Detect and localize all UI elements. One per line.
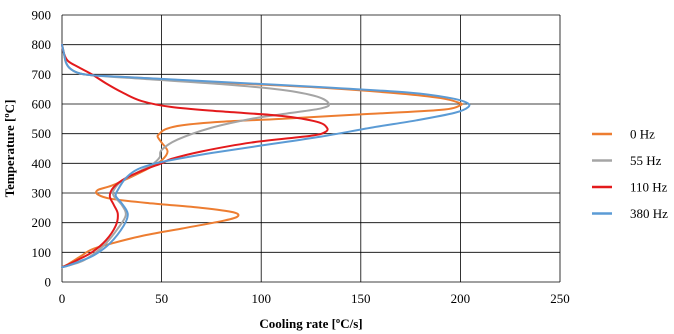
legend-label-55-hz: 55 Hz bbox=[630, 153, 662, 168]
legend-label-110-hz: 110 Hz bbox=[630, 180, 668, 195]
y-axis-title: Temperature [ºC] bbox=[2, 100, 17, 198]
x-tick-label: 0 bbox=[59, 291, 66, 306]
legend: 0 Hz 55 Hz 110 Hz 380 Hz bbox=[592, 127, 668, 221]
y-tick-label: 700 bbox=[32, 67, 52, 82]
y-tick-label: 200 bbox=[32, 215, 52, 230]
series-line-110-hz bbox=[61, 43, 329, 269]
legend-label-380-hz: 380 Hz bbox=[630, 206, 668, 221]
y-tick-label: 100 bbox=[32, 245, 52, 260]
series-lines bbox=[61, 43, 471, 269]
x-tick-label: 250 bbox=[550, 291, 570, 306]
y-tick-label: 600 bbox=[32, 97, 52, 112]
x-tick-label: 100 bbox=[251, 291, 271, 306]
y-tick-label: 800 bbox=[32, 37, 52, 52]
x-tick-label: 200 bbox=[451, 291, 471, 306]
y-tick-label: 0 bbox=[45, 275, 52, 290]
series-line-380-hz bbox=[61, 43, 471, 269]
x-axis-title: Cooling rate [ºC/s] bbox=[259, 316, 362, 331]
tick-labels: 0 100 200 300 400 500 600 700 800 900 0 50 100 150 200… bbox=[32, 8, 570, 307]
y-tick-label: 400 bbox=[32, 156, 52, 171]
y-tick-label: 300 bbox=[32, 186, 52, 201]
x-tick-label: 150 bbox=[351, 291, 371, 306]
x-tick-label: 50 bbox=[155, 291, 168, 306]
y-tick-label: 900 bbox=[32, 8, 52, 23]
grid bbox=[61, 14, 561, 283]
y-tick-label: 500 bbox=[32, 126, 52, 141]
legend-label-0-hz: 0 Hz bbox=[630, 127, 655, 142]
